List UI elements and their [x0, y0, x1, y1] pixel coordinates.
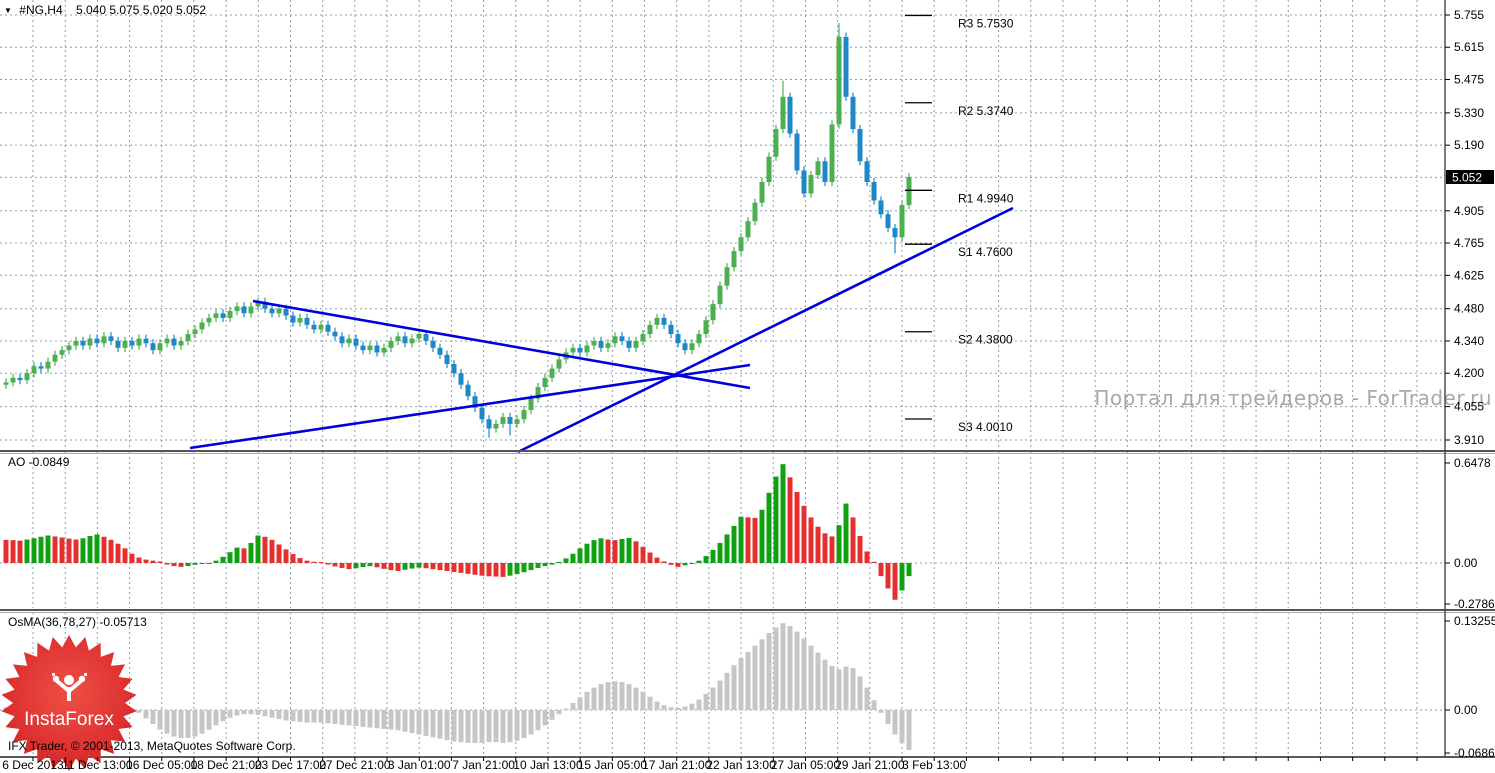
instaforex-logo-icon [52, 673, 87, 701]
svg-text:S3 4.0010: S3 4.0010 [958, 420, 1013, 434]
svg-text:4.905: 4.905 [1454, 204, 1484, 218]
trendlines-layer[interactable] [189, 206, 1014, 454]
svg-text:27 Dec 21:00: 27 Dec 21:00 [319, 758, 391, 772]
svg-text:0.00: 0.00 [1454, 703, 1478, 717]
svg-text:15 Jan 05:00: 15 Jan 05:00 [578, 758, 648, 772]
current-price-tag: 5.052 [1446, 170, 1494, 185]
svg-text:17 Jan 21:00: 17 Jan 21:00 [642, 758, 712, 772]
svg-text:4.055: 4.055 [1454, 400, 1484, 414]
svg-text:3 Feb 13:00: 3 Feb 13:00 [902, 758, 966, 772]
svg-text:0.13255: 0.13255 [1454, 614, 1495, 628]
svg-text:3.910: 3.910 [1454, 433, 1484, 447]
svg-text:-0.2786: -0.2786 [1454, 597, 1495, 611]
grid-layer [0, 0, 1445, 756]
badge-star-icon [1, 635, 137, 771]
svg-text:5.475: 5.475 [1454, 72, 1484, 86]
badge-label: InstaForex [24, 709, 114, 730]
svg-text:5.190: 5.190 [1454, 138, 1484, 152]
osma-indicator-label: OsMA(36,78,27) -0.05713 [8, 615, 147, 629]
candles-layer [3, 23, 912, 438]
copyright-label: IFX Trader, © 2001-2013, MetaQuotes Soft… [8, 739, 296, 753]
symbol-ohlc: 5.040 5.075 5.020 5.052 [75, 3, 207, 17]
svg-text:5.052: 5.052 [1452, 171, 1482, 185]
symbol-name: #NG,H4 [19, 3, 63, 17]
svg-text:S1 4.7600: S1 4.7600 [958, 245, 1013, 259]
svg-text:23 Dec 17:00: 23 Dec 17:00 [255, 758, 327, 772]
svg-text:5.330: 5.330 [1454, 106, 1484, 120]
svg-text:4.200: 4.200 [1454, 366, 1484, 380]
svg-text:7 Jan 21:00: 7 Jan 21:00 [452, 758, 515, 772]
svg-text:R2 5.3740: R2 5.3740 [958, 104, 1014, 118]
svg-text:18 Dec 21:00: 18 Dec 21:00 [190, 758, 262, 772]
svg-text:S2 4.3800: S2 4.3800 [958, 333, 1013, 347]
instaforex-badge[interactable]: InstaForex [0, 633, 138, 773]
ao-indicator-label: AO -0.0849 [8, 455, 70, 469]
svg-text:4.340: 4.340 [1454, 334, 1484, 348]
symbol-dropdown-icon[interactable]: ▼ [4, 6, 12, 15]
svg-text:R3 5.7530: R3 5.7530 [958, 16, 1014, 30]
svg-text:4.765: 4.765 [1454, 236, 1484, 250]
svg-text:4.625: 4.625 [1454, 268, 1484, 282]
svg-text:6 Dec 2013: 6 Dec 2013 [2, 758, 64, 772]
svg-text:11 Dec 13:00: 11 Dec 13:00 [62, 758, 133, 772]
svg-text:0.00: 0.00 [1454, 556, 1478, 570]
svg-text:10 Jan 13:00: 10 Jan 13:00 [513, 758, 583, 772]
symbol-title: ▼ #NG,H4 5.040 5.075 5.020 5.052 [4, 3, 206, 17]
svg-text:3 Jan 01:00: 3 Jan 01:00 [388, 758, 451, 772]
svg-text:29 Jan 21:00: 29 Jan 21:00 [835, 758, 905, 772]
ao-histogram [3, 464, 912, 600]
svg-text:5.615: 5.615 [1454, 40, 1484, 54]
svg-text:22 Jan 13:00: 22 Jan 13:00 [706, 758, 776, 772]
svg-text:27 Jan 05:00: 27 Jan 05:00 [771, 758, 841, 772]
svg-text:-0.06864: -0.06864 [1454, 746, 1495, 760]
svg-text:16 Dec 05:00: 16 Dec 05:00 [126, 758, 198, 772]
axes-layer: 5.755 5.615 5.475 5.330 5.190 4.905 4.765 4.625… [2, 8, 1495, 772]
svg-text:4.480: 4.480 [1454, 302, 1484, 316]
pivot-levels: R3 5.7530 R2 5.3740 R1 4.9940 S1 4.7600 S2 4… [905, 14, 1014, 434]
svg-text:5.755: 5.755 [1454, 8, 1484, 22]
svg-text:R1 4.9940: R1 4.9940 [958, 191, 1014, 205]
watermark: Портал для трейдеров - ForTrader.ru [1094, 386, 1492, 410]
svg-text:0.6478: 0.6478 [1454, 456, 1491, 470]
